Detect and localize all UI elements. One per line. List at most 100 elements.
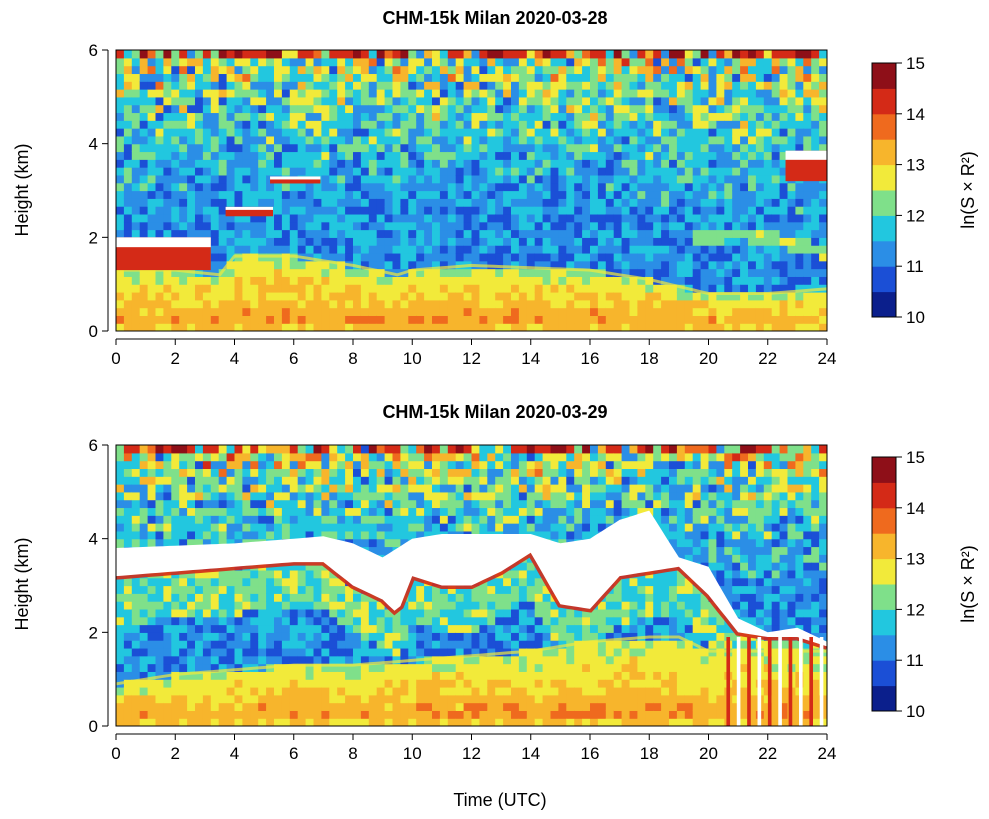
signal-cell <box>700 128 710 137</box>
signal-cell <box>534 268 544 277</box>
signal-cell <box>661 213 670 223</box>
signal-cell <box>305 245 315 254</box>
signal-cell <box>376 530 386 540</box>
signal-cell <box>202 718 212 726</box>
signal-cell <box>424 237 433 246</box>
signal-cell <box>297 632 307 641</box>
signal-cell <box>179 315 188 324</box>
signal-cell <box>621 323 631 331</box>
signal-cell <box>408 182 417 192</box>
signal-cell <box>471 307 480 316</box>
signal-cell <box>289 120 299 129</box>
signal-cell <box>234 491 243 501</box>
signal-cell <box>242 686 251 696</box>
signal-cell <box>542 151 552 160</box>
signal-cell <box>558 96 567 106</box>
signal-cell <box>732 315 741 324</box>
signal-cell <box>542 291 552 301</box>
signal-cell <box>155 268 164 277</box>
signal-cell <box>542 229 552 238</box>
signal-cell <box>337 174 346 184</box>
signal-cell <box>171 284 180 293</box>
signal-cell <box>416 291 425 301</box>
signal-cell <box>479 151 488 160</box>
signal-cell <box>210 190 220 199</box>
signal-cell <box>187 460 196 470</box>
signal-cell <box>155 694 164 704</box>
signal-cell <box>416 89 425 98</box>
signal-cell <box>187 89 196 98</box>
signal-cell <box>424 128 433 137</box>
signal-cell <box>408 530 417 540</box>
signal-cell <box>582 151 591 160</box>
signal-cell <box>471 167 480 176</box>
signal-cell <box>795 221 804 231</box>
signal-cell <box>716 252 725 262</box>
signal-cell <box>463 315 473 324</box>
signal-cell <box>250 624 259 633</box>
signal-cell <box>566 276 575 285</box>
signal-cell <box>226 452 236 462</box>
signal-cell <box>313 221 322 231</box>
signal-cell <box>384 694 394 704</box>
signal-cell <box>613 159 623 168</box>
signal-cell <box>353 206 362 215</box>
signal-cell <box>345 640 354 649</box>
signal-cell <box>171 50 180 59</box>
signal-cell <box>495 174 504 184</box>
signal-cell <box>455 221 465 231</box>
signal-cell <box>329 686 338 696</box>
signal-cell <box>669 135 678 145</box>
signal-cell <box>376 104 386 114</box>
signal-cell <box>321 507 330 516</box>
signal-cell <box>258 159 267 168</box>
signal-cell <box>653 190 662 199</box>
signal-cell <box>218 213 228 223</box>
signal-cell <box>274 57 283 67</box>
signal-cell <box>360 445 370 454</box>
signal-cell <box>534 198 544 207</box>
signal-cell <box>258 65 267 75</box>
signal-cell <box>424 710 433 719</box>
signal-cell <box>187 640 196 649</box>
signal-cell <box>139 221 149 231</box>
signal-cell <box>368 159 378 168</box>
signal-cell <box>313 112 322 121</box>
signal-cell <box>155 593 164 602</box>
signal-cell <box>147 291 157 301</box>
signal-cell <box>210 702 220 711</box>
signal-cell <box>463 174 473 184</box>
signal-cell <box>676 237 686 246</box>
signal-cell <box>416 299 425 309</box>
signal-cell <box>471 284 480 293</box>
signal-cell <box>345 616 354 626</box>
signal-cell <box>795 229 804 238</box>
signal-cell <box>250 569 259 579</box>
signal-cell <box>447 120 457 129</box>
signal-cell <box>795 245 804 254</box>
signal-cell <box>661 81 670 90</box>
signal-cell <box>518 229 528 238</box>
signal-cell <box>116 710 125 719</box>
signal-cell <box>226 315 236 324</box>
signal-cell <box>511 65 520 75</box>
signal-cell <box>376 679 386 688</box>
signal-cell <box>526 323 536 331</box>
signal-cell <box>748 291 757 301</box>
signal-cell <box>171 167 180 176</box>
signal-cell <box>447 718 457 726</box>
signal-cell <box>218 73 228 82</box>
signal-cell <box>637 182 646 192</box>
signal-cell <box>605 120 615 129</box>
signal-cell <box>511 128 520 137</box>
signal-cell <box>676 245 686 254</box>
signal-cell <box>550 135 559 145</box>
signal-cell <box>479 593 488 602</box>
signal-cell <box>187 593 196 602</box>
signal-cell <box>202 323 212 331</box>
signal-cell <box>353 151 362 160</box>
signal-cell <box>416 640 425 649</box>
signal-cell <box>116 50 125 59</box>
signal-cell <box>724 128 733 137</box>
y-tick-label: 2 <box>89 228 98 247</box>
